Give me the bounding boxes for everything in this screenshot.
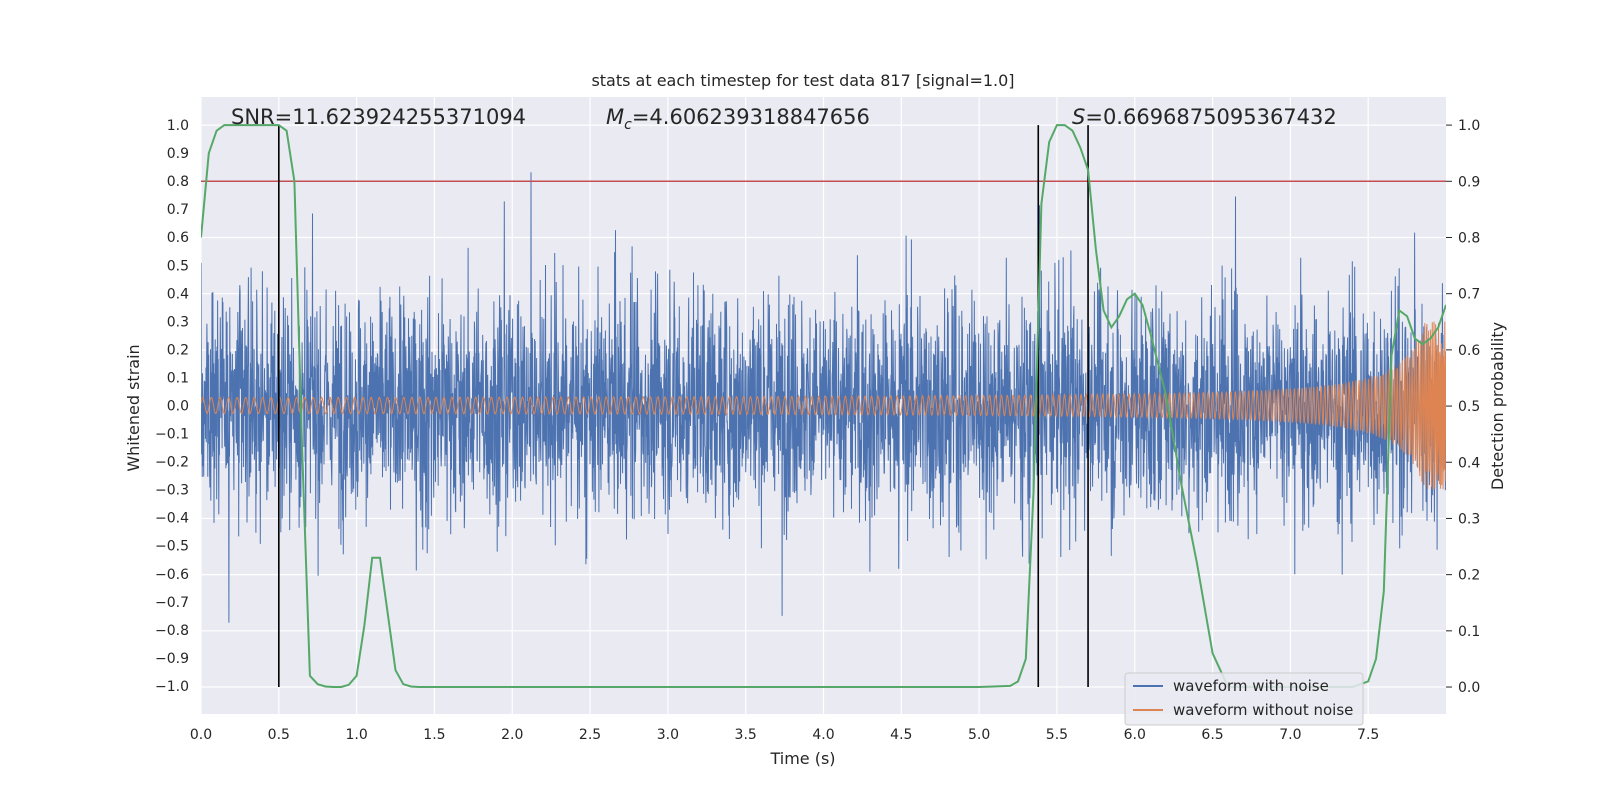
x-tick-label: 2.0 [501,727,523,743]
legend-box [1124,672,1364,726]
y-tick-label: −0.2 [155,455,189,471]
y-tick-label: 0.0 [167,399,189,415]
y-tick-label: 0.2 [167,342,189,358]
s-value: =0.6696875095367432 [1085,105,1336,129]
chirp-mass-value: =4.606239318847656 [632,105,870,129]
x-tick-label: 7.0 [1279,727,1301,743]
y-axis-ticks: 1.0 0.9 0.8 0.7 0.6 0.5 0.4 0.3 0.2 0.1 0.0 −0.1 −0.… [155,118,189,695]
y-tick-label: −0.6 [155,567,189,583]
y-tick-label: 0.7 [167,202,189,218]
x-tick-label: 3.5 [735,727,757,743]
y2-tick-label: 0.4 [1458,455,1480,471]
x-tick-label: 0.5 [268,727,290,743]
y-tick-label: 1.0 [167,118,189,134]
y-tick-label: 0.4 [167,286,189,302]
y2-axis-ticks: 1.0 0.9 0.8 0.7 0.6 0.5 0.4 0.3 0.2 0.1 0.0 [1446,118,1480,696]
y-tick-label: −0.4 [155,511,189,527]
x-tick-label: 1.5 [423,727,445,743]
x-tick-label: 4.5 [890,727,912,743]
x-tick-label: 0.0 [190,727,212,743]
y2-axis-label: Detection probability [1488,322,1507,490]
y-tick-label: −0.8 [155,623,189,639]
chart-title: stats at each timestep for test data 817… [591,71,1014,90]
y-tick-label: −0.5 [155,539,189,555]
y-tick-label: 0.3 [167,314,189,330]
x-tick-label: 6.0 [1124,727,1146,743]
s-annotation: S=0.6696875095367432 [1072,105,1337,129]
y2-tick-label: 0.0 [1458,680,1480,696]
y2-tick-label: 0.9 [1458,174,1480,190]
waveform-without-noise-line [201,321,1446,490]
x-tick-label: 5.5 [1046,727,1068,743]
x-tick-label: 2.5 [579,727,601,743]
y-tick-label: 0.8 [167,174,189,190]
s-symbol: S [1072,105,1085,129]
x-tick-label: 3.0 [657,727,679,743]
x-tick-label: 7.5 [1357,727,1379,743]
chirp-mass-annotation: Mc=4.606239318847656 [606,105,870,133]
y2-tick-label: 0.5 [1458,399,1480,415]
y-tick-label: 0.9 [167,146,189,162]
y2-tick-label: 0.3 [1458,511,1480,527]
y-tick-label: −1.0 [155,679,189,695]
y-tick-label: −0.9 [155,651,189,667]
y2-tick-label: 1.0 [1458,118,1480,134]
x-tick-label: 1.0 [345,727,367,743]
y2-tick-label: 0.7 [1458,287,1480,303]
y-tick-label: −0.7 [155,595,189,611]
chirp-mass-symbol: M [606,105,624,129]
x-axis-label: Time (s) [769,749,835,768]
y2-tick-label: 0.2 [1458,568,1480,584]
y2-tick-label: 0.8 [1458,230,1480,246]
y-axis-label: Whitened strain [124,344,143,471]
y-tick-label: −0.1 [155,427,189,443]
y2-tick-label: 0.6 [1458,343,1480,359]
legend: waveform with noise waveform without noi… [1124,672,1364,726]
y-tick-label: 0.1 [167,370,189,386]
vertical-markers [278,125,1089,688]
waveform-with-noise-line [201,172,1446,623]
y2-tick-label: 0.1 [1458,624,1480,640]
x-axis-ticks: 0.0 0.5 1.0 1.5 2.0 2.5 3.0 3.5 4.0 4.5 5.0 5.5 6.0 6… [190,727,1379,743]
chirp-mass-subscript: c [624,117,632,133]
legend-label-clean: waveform without noise [1173,701,1353,719]
snr-annotation: SNR=11.623924255371094 [231,105,526,129]
x-tick-label: 5.0 [968,727,990,743]
y-tick-label: −0.3 [155,483,189,499]
y-tick-label: 0.5 [167,258,189,274]
x-tick-label: 6.5 [1201,727,1223,743]
y-tick-label: 0.6 [167,230,189,246]
legend-label-noise: waveform with noise [1173,677,1329,695]
x-tick-label: 4.0 [812,727,834,743]
